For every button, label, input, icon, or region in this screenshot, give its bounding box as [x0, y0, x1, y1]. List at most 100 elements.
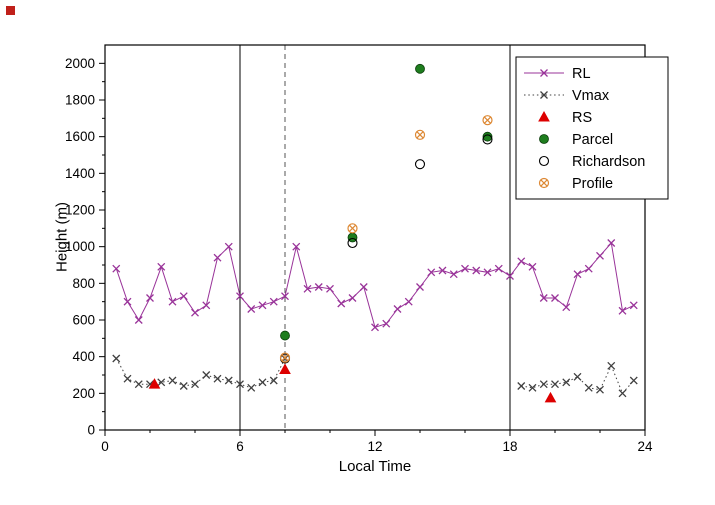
x-marker — [236, 292, 244, 301]
x-marker — [607, 239, 616, 247]
x-marker — [371, 323, 379, 332]
legend-entry-richardson: Richardson — [538, 154, 645, 170]
x-marker — [416, 283, 424, 291]
x-marker — [596, 251, 604, 260]
x-marker — [191, 380, 199, 389]
series-vmax — [112, 354, 638, 398]
series-rl — [112, 239, 638, 332]
x-marker — [247, 305, 256, 313]
x-marker — [461, 264, 469, 273]
x-marker — [281, 354, 289, 363]
x-marker — [224, 376, 233, 385]
x-marker — [528, 262, 537, 271]
crossed-circle-x — [483, 116, 492, 124]
x-marker — [202, 371, 211, 379]
x-marker — [213, 374, 222, 383]
filled-circle-marker — [347, 232, 358, 243]
x-marker — [314, 283, 323, 291]
y-tick-label: 400 — [72, 349, 95, 364]
x-marker — [157, 378, 166, 387]
triangle-marker — [544, 391, 557, 403]
y-tick-label: 2000 — [65, 56, 95, 71]
x-axis-title: Local Time — [338, 458, 412, 475]
x-marker — [123, 374, 132, 383]
legend-label-richardson: Richardson — [572, 154, 645, 170]
open-circle-marker — [538, 155, 550, 167]
series-line-vmax — [115, 358, 286, 389]
triangle-marker — [279, 363, 291, 374]
x-marker — [134, 380, 143, 389]
x-marker — [191, 308, 199, 317]
legend-label-vmax: Vmax — [572, 88, 610, 104]
x-marker — [438, 266, 447, 275]
x-marker — [303, 284, 312, 293]
x-marker — [539, 294, 548, 302]
legend-entry-rs: RS — [538, 110, 592, 126]
x-marker — [179, 292, 188, 301]
x-marker — [573, 270, 582, 279]
x-tick-label: 24 — [637, 439, 653, 454]
x-marker — [123, 297, 132, 306]
x-marker — [584, 383, 593, 392]
x-marker — [539, 380, 548, 389]
x-marker — [562, 303, 571, 312]
y-tick-label: 1000 — [65, 239, 95, 254]
series-rs — [148, 363, 557, 403]
x-marker — [281, 292, 289, 301]
x-marker — [213, 253, 222, 262]
y-tick-label: 1400 — [65, 166, 95, 181]
corner-marker — [6, 6, 15, 15]
crossed-circle-marker — [414, 129, 426, 140]
x-marker — [618, 389, 627, 398]
x-tick-label: 6 — [236, 439, 244, 454]
x-marker — [157, 262, 166, 271]
crossed-circle-marker — [279, 352, 291, 363]
x-marker — [269, 297, 278, 306]
y-tick-label: 200 — [72, 386, 95, 401]
x-marker — [348, 294, 357, 302]
x-marker — [584, 264, 593, 273]
filled-circle-marker — [539, 134, 549, 144]
triangle-marker — [538, 110, 550, 122]
x-tick-label: 0 — [101, 439, 109, 454]
x-marker — [112, 264, 121, 273]
legend-label-parcel: Parcel — [572, 132, 613, 148]
x-marker — [573, 372, 582, 381]
legend-entry-profile: Profile — [538, 176, 613, 192]
x-marker — [168, 297, 177, 306]
series-richardson — [279, 134, 493, 364]
x-marker — [359, 283, 368, 291]
x-marker — [618, 306, 627, 315]
x-marker — [382, 319, 391, 328]
y-tick-label: 1600 — [65, 129, 95, 144]
x-marker — [596, 385, 604, 394]
open-circle-marker — [347, 237, 358, 249]
x-marker — [292, 242, 301, 251]
x-marker — [472, 266, 481, 275]
x-tick-label: 18 — [502, 439, 517, 454]
crossed-circle-marker — [482, 115, 493, 126]
x-marker — [562, 378, 571, 387]
x-marker — [247, 383, 256, 392]
x-marker — [404, 297, 413, 306]
x-tick-label: 12 — [367, 439, 382, 454]
crossed-circle-marker — [347, 223, 358, 234]
x-marker — [168, 376, 177, 385]
x-marker — [258, 301, 267, 310]
x-marker — [506, 272, 514, 280]
x-marker — [483, 268, 492, 277]
x-marker — [337, 299, 346, 308]
legend-label-profile: Profile — [572, 176, 613, 192]
x-marker — [528, 383, 537, 392]
x-marker — [449, 270, 458, 279]
x-marker — [393, 305, 402, 313]
plot-border — [104, 44, 646, 431]
legend-entry-rl: RL — [524, 66, 591, 82]
series-parcel — [280, 63, 493, 341]
filled-circle-marker — [482, 131, 493, 142]
crossed-circle-marker — [538, 177, 550, 189]
x-marker — [494, 264, 503, 273]
crossed-circle-x — [540, 179, 548, 187]
